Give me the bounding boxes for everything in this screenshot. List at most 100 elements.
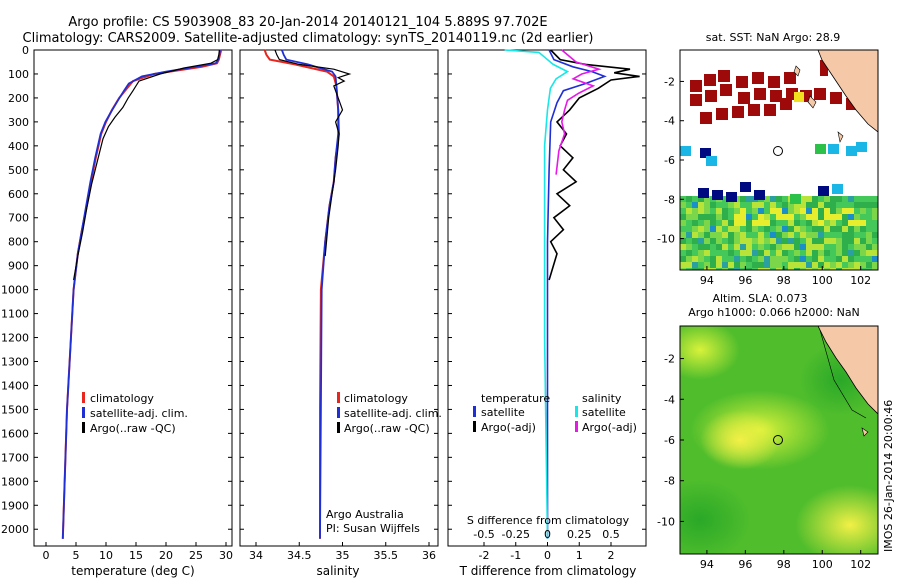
sst-pixel — [848, 250, 854, 256]
sst-pixel — [842, 256, 848, 262]
map-y-tick-label: -10 — [657, 233, 675, 246]
sst-pixel — [680, 220, 686, 226]
sst-pixel — [782, 220, 788, 226]
s-diff-tick-label: -0.25 — [502, 528, 530, 541]
sst-pixel — [758, 214, 764, 220]
map-y-tick-label: -8 — [664, 475, 675, 488]
difference-series-1 — [546, 49, 607, 539]
sst-pixel — [830, 202, 836, 208]
sst-pixel — [746, 250, 752, 256]
sst-pixel — [704, 208, 710, 214]
map-y-tick-label: -10 — [657, 515, 675, 528]
sst-pixel — [698, 220, 704, 226]
sst-pixel — [710, 250, 716, 256]
sst-pixel — [812, 256, 818, 262]
sst-pixel — [734, 214, 740, 220]
sst-pixel — [782, 202, 788, 208]
sst-pixel — [776, 268, 782, 270]
sst-pixel — [836, 196, 842, 202]
sst-cell — [794, 92, 804, 102]
legend-swatch-satellite — [337, 407, 340, 418]
sst-pixel — [728, 214, 734, 220]
sst-pixel — [854, 256, 860, 262]
sst-pixel — [680, 202, 686, 208]
sst-pixel — [716, 226, 722, 232]
depth-tick-label: 1900 — [1, 499, 29, 512]
x-tick-label: -1 — [510, 549, 521, 562]
x-tick-label: 1 — [576, 549, 583, 562]
sla-high-patch — [680, 326, 740, 380]
sst-pixel — [842, 214, 848, 220]
sst-pixel — [830, 244, 836, 250]
sst-pixel — [740, 220, 746, 226]
sst-pixel — [758, 232, 764, 238]
sst-cell — [828, 144, 839, 154]
sst-pixel — [806, 262, 812, 268]
sst-pixel — [854, 202, 860, 208]
sst-pixel — [872, 250, 878, 256]
sst-pixel — [824, 238, 830, 244]
salinity-xlabel: salinity — [316, 564, 359, 578]
sst-pixel — [812, 226, 818, 232]
temperature-legend: climatology satellite-adj. clim. Argo(..… — [82, 392, 188, 435]
depth-tick-label: 1800 — [1, 475, 29, 488]
sst-pixel — [752, 262, 758, 268]
sst-pixel — [812, 214, 818, 220]
sst-pixel — [698, 214, 704, 220]
sst-pixel — [806, 214, 812, 220]
sst-pixel — [722, 226, 728, 232]
sst-pixel — [830, 196, 836, 202]
sst-pixel — [776, 238, 782, 244]
s-difference-ticks: -0.5 -0.25 0 0.25 0.5 — [473, 528, 619, 541]
sst-pixel — [704, 196, 710, 202]
sst-pixel — [686, 208, 692, 214]
legend-salinity-title: salinity — [582, 392, 622, 405]
sst-pixel — [758, 268, 764, 270]
sst-pixel — [836, 214, 842, 220]
sst-cell — [780, 98, 792, 110]
sst-pixel — [686, 202, 692, 208]
sst-pixel — [710, 232, 716, 238]
sst-pixel — [734, 226, 740, 232]
sst-pixel — [836, 268, 842, 270]
sst-pixel — [860, 202, 866, 208]
sst-pixel — [698, 226, 704, 232]
sst-pixel — [782, 208, 788, 214]
sst-pixel — [710, 256, 716, 262]
sst-pixel — [692, 232, 698, 238]
sst-pixel — [692, 250, 698, 256]
sst-pixel — [860, 208, 866, 214]
x-tick-label: 25 — [189, 549, 203, 562]
sst-pixel — [824, 256, 830, 262]
sst-pixel — [770, 256, 776, 262]
map-x-tick-label: 102 — [850, 274, 871, 287]
depth-tick-label: 600 — [8, 188, 29, 201]
sst-pixel — [788, 226, 794, 232]
sst-pixel — [818, 220, 824, 226]
sst-pixel — [782, 250, 788, 256]
map-x-tick-label: 98 — [777, 274, 791, 287]
depth-tick-label: 1300 — [1, 355, 29, 368]
sst-pixel — [794, 244, 800, 250]
sst-pixel — [782, 268, 788, 270]
sst-pixel — [788, 232, 794, 238]
sst-pixel — [848, 208, 854, 214]
legend-satellite-adj: satellite-adj. clim. — [90, 407, 188, 420]
sst-pixel — [782, 214, 788, 220]
sst-pixel — [830, 226, 836, 232]
sst-pixel — [836, 208, 842, 214]
sst-pixel — [734, 208, 740, 214]
sst-pixel — [722, 262, 728, 268]
depth-axis: 0 100 200 300 400 500 600 700 800 900 1000 1100 1200… — [1, 44, 646, 536]
sst-pixel — [812, 250, 818, 256]
sst-pixel — [686, 244, 692, 250]
sst-pixel — [806, 232, 812, 238]
sst-pixel — [866, 226, 872, 232]
sst-pixel — [728, 262, 734, 268]
sst-pixel — [776, 232, 782, 238]
series-line-3 — [274, 49, 352, 257]
sst-cell — [754, 190, 765, 200]
salinity-lines — [263, 49, 352, 539]
map-x-tick-label: 102 — [850, 558, 871, 571]
sst-pixel — [818, 250, 824, 256]
